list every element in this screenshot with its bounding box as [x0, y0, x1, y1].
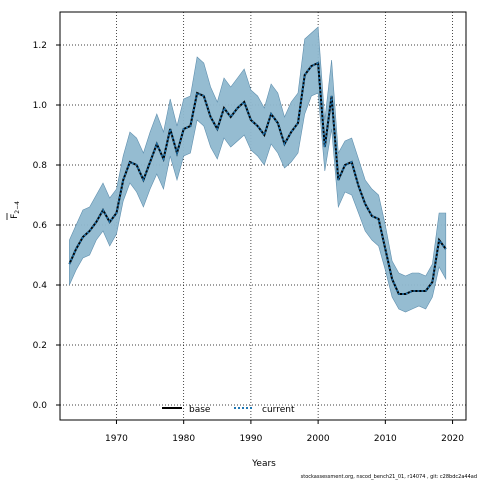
footnote: stockassessment.org, nscod_bench21_01, r… — [301, 474, 477, 480]
y-tick-label-6: 1.2 — [33, 41, 47, 51]
x-tick-label-1970: 1970 — [105, 434, 128, 444]
plot-frame — [59, 11, 467, 421]
y-tick-label-5: 1.0 — [33, 101, 48, 111]
y-tick-label-4: 0.8 — [33, 161, 48, 171]
x-tick-label-2010: 2010 — [374, 434, 397, 444]
grid — [60, 12, 466, 420]
legend: base current — [162, 405, 295, 415]
y-tick-label-0: 0.0 — [33, 401, 48, 411]
confidence-band — [69, 26, 447, 313]
x-axis-title: Years — [251, 459, 276, 469]
x-tick-label-1980: 1980 — [172, 434, 195, 444]
series-line-current — [68, 61, 447, 295]
y-axis-title-main: F — [10, 214, 20, 219]
confidence-band-layer — [69, 26, 447, 313]
y-axis-title-subscript: 2−4 — [14, 201, 21, 214]
y-axis: 0.0 0.2 0.4 0.6 0.8 1.0 1.2 — [33, 41, 60, 411]
x-axis: 1970 1980 1990 2000 2010 2020 — [105, 420, 464, 444]
x-tick-label-2020: 2020 — [441, 434, 464, 444]
x-tick-label-1990: 1990 — [239, 434, 262, 444]
y-tick-label-3: 0.6 — [33, 221, 48, 231]
y-tick-label-2: 0.4 — [33, 281, 48, 291]
x-tick-label-2000: 2000 — [307, 434, 330, 444]
series-lines — [68, 61, 447, 295]
y-axis-title: F2−4 — [6, 201, 21, 220]
y-tick-label-1: 0.2 — [33, 341, 47, 351]
legend-label-base: base — [189, 405, 211, 415]
legend-label-current: current — [262, 405, 295, 415]
svg-text:F2−4: F2−4 — [10, 201, 21, 219]
